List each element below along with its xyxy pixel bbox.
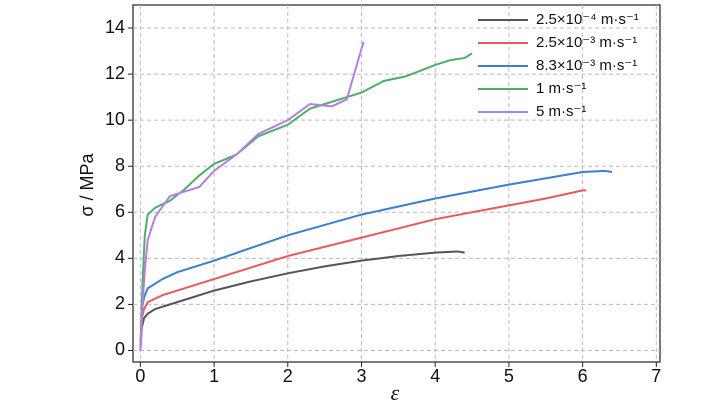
x-tick-label: 6 xyxy=(578,366,588,386)
legend-label: 2.5×10⁻³ m·s⁻¹ xyxy=(536,34,637,51)
series-line xyxy=(139,250,465,351)
series-line xyxy=(139,41,365,351)
x-tick-label: 5 xyxy=(504,366,514,386)
series-line xyxy=(139,52,473,351)
y-axis-label: σ / MPa xyxy=(77,152,97,216)
x-tick-label: 3 xyxy=(356,366,366,386)
x-tick-label: 7 xyxy=(651,366,661,386)
y-tick-label: 4 xyxy=(115,247,125,267)
y-tick-label: 6 xyxy=(115,201,125,221)
y-tick-label: 14 xyxy=(105,17,125,37)
x-axis-label: ε xyxy=(391,380,400,405)
legend-label: 8.3×10⁻³ m·s⁻¹ xyxy=(536,57,637,74)
x-tick-label: 2 xyxy=(283,366,293,386)
y-tick-label: 8 xyxy=(115,155,125,175)
plot-frame xyxy=(132,4,661,363)
y-tick-label: 12 xyxy=(105,63,125,83)
series-line xyxy=(139,169,613,351)
y-tick-label: 2 xyxy=(115,293,125,313)
x-tick-label: 0 xyxy=(135,366,145,386)
legend-label: 5 m·s⁻¹ xyxy=(536,103,586,120)
legend-label: 2.5×10⁻⁴ m·s⁻¹ xyxy=(536,11,639,28)
y-tick-label: 10 xyxy=(105,109,125,129)
x-tick-label: 4 xyxy=(430,366,440,386)
legend-label: 1 m·s⁻¹ xyxy=(536,80,586,97)
x-tick-label: 1 xyxy=(209,366,219,386)
series-line xyxy=(139,189,587,351)
y-tick-label: 0 xyxy=(115,339,125,359)
